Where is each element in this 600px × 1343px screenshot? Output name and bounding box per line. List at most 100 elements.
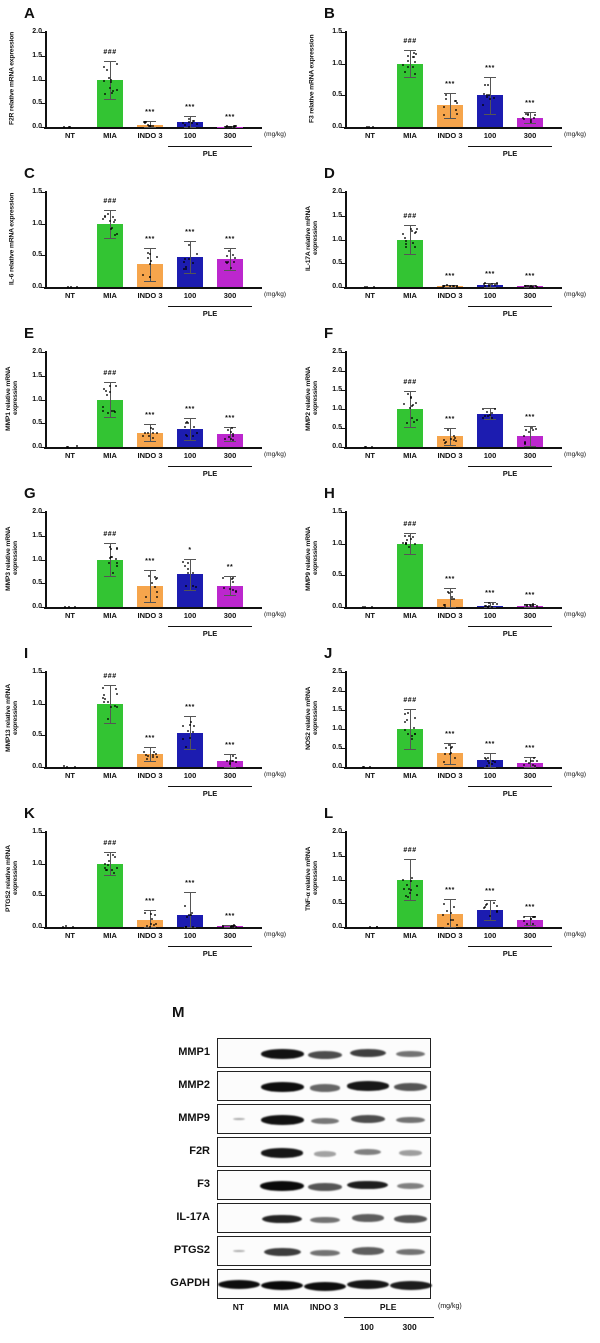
scatter-dot	[231, 576, 234, 579]
x-category-label: INDO 3	[437, 611, 463, 620]
blot-row-label: MMP9	[178, 1112, 210, 1124]
scatter-dot	[191, 585, 194, 588]
scatter-dot	[152, 756, 155, 759]
scatter-dot	[113, 872, 116, 875]
x-category-label: 300	[523, 611, 537, 620]
scatter-dot	[404, 71, 407, 74]
scatter-dot	[453, 436, 456, 439]
y-tick-mark	[41, 607, 45, 608]
scatter-dot	[116, 233, 119, 236]
chart-panel: C IL-6 relative mRNA expression 0.0 0.5 1.0 1…	[0, 160, 300, 320]
ple-group-line	[468, 146, 552, 147]
scatter-dot	[222, 577, 225, 580]
unit-label: (mg/kg)	[264, 451, 287, 458]
y-tick-mark	[41, 535, 45, 537]
protein-band	[313, 1151, 337, 1157]
scatter-dot	[154, 752, 157, 755]
x-category-label: 100	[483, 291, 497, 300]
scatter-dot	[367, 125, 370, 128]
scatter-dot	[102, 701, 105, 704]
y-tick-mark	[341, 32, 345, 33]
x-category-label: MIA	[103, 611, 117, 620]
x-category-label: NT	[365, 451, 375, 460]
scatter-dot	[492, 97, 495, 100]
scatter-dot	[482, 282, 485, 285]
scatter-dot	[449, 284, 452, 287]
y-tick-mark	[341, 352, 345, 353]
unit-label: (mg/kg)	[264, 771, 287, 778]
scatter-dot	[483, 906, 486, 909]
scatter-dot	[535, 760, 538, 763]
scatter-dot	[104, 389, 107, 392]
protein-band	[310, 1117, 340, 1125]
error-bar	[230, 427, 231, 442]
scatter-dot	[484, 903, 487, 906]
scatter-dot	[410, 405, 413, 408]
unit-label: (mg/kg)	[564, 131, 587, 138]
scatter-dot	[104, 862, 107, 865]
scatter-dot	[230, 759, 233, 762]
scatter-dot	[487, 414, 490, 417]
scatter-dot	[144, 753, 147, 756]
error-bar	[110, 209, 111, 238]
scatter-dot	[234, 124, 237, 127]
scatter-dot	[401, 64, 404, 67]
significance-annotation: ***	[485, 740, 495, 748]
scatter-dot	[227, 250, 230, 253]
scatter-dot	[106, 864, 109, 867]
scatter-dot	[530, 120, 533, 123]
scatter-dot	[182, 122, 185, 125]
x-axis-line	[44, 927, 262, 929]
error-bar	[150, 746, 151, 761]
scatter-dot	[445, 440, 448, 443]
scatter-dot	[362, 766, 365, 768]
scatter-dot	[104, 214, 107, 217]
scatter-dot	[495, 904, 498, 907]
x-category-label: 100	[183, 451, 197, 460]
y-tick-mark	[341, 691, 345, 692]
y-axis-title: PTGS2 relative mRNA expression	[5, 845, 19, 912]
scatter-dot	[531, 604, 534, 607]
unit-label: (mg/kg)	[264, 131, 287, 138]
panel-letter: B	[324, 5, 335, 22]
protein-band	[308, 1183, 342, 1191]
scatter-dot	[224, 437, 227, 440]
scatter-dot	[416, 227, 419, 230]
significance-annotation: ***	[525, 903, 535, 911]
scatter-dot	[525, 760, 528, 763]
y-tick-mark	[41, 512, 45, 513]
scatter-dot	[185, 421, 188, 424]
y-axis-title: TNF-α relative mRNA expression	[305, 846, 319, 911]
scatter-dot	[444, 746, 447, 749]
ple-group-label: PLE	[202, 469, 218, 478]
scatter-dot	[183, 258, 186, 261]
scatter-dot	[235, 124, 238, 127]
scatter-dot	[415, 401, 417, 404]
significance-annotation: *	[188, 546, 192, 554]
scatter-dot	[141, 435, 144, 438]
error-bar	[110, 543, 111, 576]
scatter-dot	[414, 717, 417, 720]
scatter-dot	[525, 284, 528, 287]
scatter-dot	[75, 285, 78, 288]
ple-group-line	[168, 466, 252, 467]
error-bar	[490, 899, 491, 920]
x-category-label: 100	[483, 451, 497, 460]
error-bar	[530, 112, 531, 123]
chart-panel: F MMP2 relative mRNA expression 0.0 0.5 1.0 1…	[300, 320, 600, 480]
scatter-dot	[233, 257, 236, 260]
error-bar-cap	[144, 760, 156, 762]
scatter-dot	[155, 256, 158, 259]
x-category-label: 100	[183, 611, 197, 620]
error-bar	[530, 915, 531, 926]
unit-label: (mg/kg)	[264, 611, 287, 618]
scatter-dot	[188, 117, 191, 120]
scatter-dot	[456, 101, 459, 104]
error-bar-cap	[184, 927, 196, 928]
scatter-dot	[189, 737, 192, 740]
scatter-dot	[536, 285, 539, 288]
blot-row-label: PTGS2	[173, 1244, 210, 1256]
scatter-dot	[446, 284, 449, 287]
scatter-dot	[228, 588, 231, 591]
x-category-label: MIA	[103, 931, 117, 940]
